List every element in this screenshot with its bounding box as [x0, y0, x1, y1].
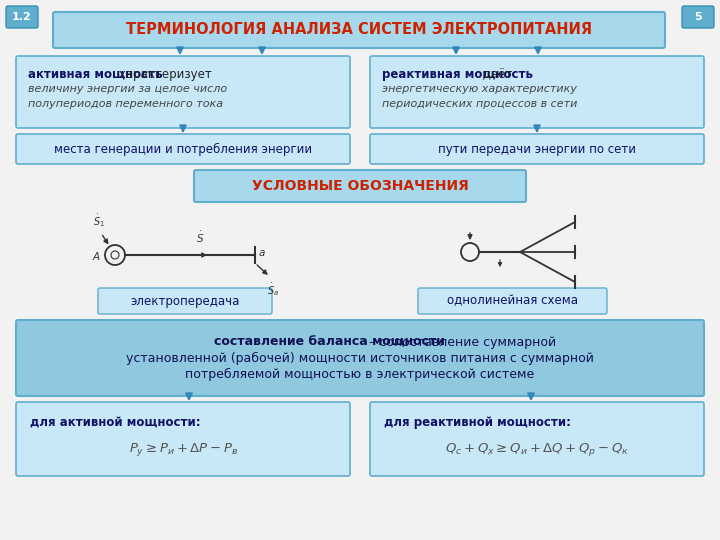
FancyBboxPatch shape	[194, 170, 526, 202]
Text: для активной мощности:: для активной мощности:	[30, 416, 201, 429]
Text: однолинейная схема: однолинейная схема	[447, 294, 578, 307]
FancyBboxPatch shape	[370, 402, 704, 476]
Text: – сопоставление суммарной: – сопоставление суммарной	[365, 336, 557, 349]
Text: ТЕРМИНОЛОГИЯ АНАЛИЗА СИСТЕМ ЭЛЕКТРОПИТАНИЯ: ТЕРМИНОЛОГИЯ АНАЛИЗА СИСТЕМ ЭЛЕКТРОПИТАН…	[126, 23, 592, 37]
Text: $\dot{S}$: $\dot{S}$	[196, 230, 204, 245]
FancyBboxPatch shape	[16, 56, 350, 128]
Text: даёт: даёт	[479, 68, 512, 81]
Text: УСЛОВНЫЕ ОБОЗНАЧЕНИЯ: УСЛОВНЫЕ ОБОЗНАЧЕНИЯ	[251, 179, 469, 193]
Text: пути передачи энергии по сети: пути передачи энергии по сети	[438, 143, 636, 156]
Text: составление баланса мощности: составление баланса мощности	[215, 336, 445, 349]
FancyBboxPatch shape	[682, 6, 714, 28]
FancyBboxPatch shape	[16, 402, 350, 476]
Text: электропередача: электропередача	[130, 294, 240, 307]
Text: активная мощность: активная мощность	[28, 68, 163, 81]
FancyBboxPatch shape	[53, 12, 665, 48]
Text: энергетическую характеристику
периодических процессов в сети: энергетическую характеристику периодичес…	[382, 84, 577, 109]
Text: $\dot{S}_a$: $\dot{S}_a$	[267, 281, 279, 298]
FancyBboxPatch shape	[370, 134, 704, 164]
Text: величину энергии за целое число
полупериодов переменного тока: величину энергии за целое число полупери…	[28, 84, 227, 109]
Text: потребляемой мощностью в электрической системе: потребляемой мощностью в электрической с…	[185, 368, 535, 381]
Text: места генерации и потребления энергии: места генерации и потребления энергии	[54, 143, 312, 156]
FancyBboxPatch shape	[98, 288, 272, 314]
Text: a: a	[259, 248, 266, 258]
Text: характеризует: характеризует	[114, 68, 212, 81]
Text: для реактивной мощности:: для реактивной мощности:	[384, 416, 571, 429]
FancyBboxPatch shape	[370, 56, 704, 128]
FancyBboxPatch shape	[16, 320, 704, 396]
FancyBboxPatch shape	[418, 288, 607, 314]
FancyBboxPatch shape	[16, 134, 350, 164]
Text: $Q_c + Q_x \geq Q_и + \Delta Q + Q_p - Q_к$: $Q_c + Q_x \geq Q_и + \Delta Q + Q_p - Q…	[445, 441, 629, 457]
Text: $P_y \geq P_и + \Delta P - P_в$: $P_y \geq P_и + \Delta P - P_в$	[128, 441, 238, 457]
FancyBboxPatch shape	[6, 6, 38, 28]
Text: установленной (рабочей) мощности источников питания с суммарной: установленной (рабочей) мощности источни…	[126, 352, 594, 365]
Text: A: A	[93, 252, 100, 262]
Text: 1.2: 1.2	[12, 12, 32, 22]
Text: реактивная мощность: реактивная мощность	[382, 68, 533, 81]
Text: $\dot{S}_1$: $\dot{S}_1$	[93, 212, 105, 229]
Text: 5: 5	[694, 12, 702, 22]
